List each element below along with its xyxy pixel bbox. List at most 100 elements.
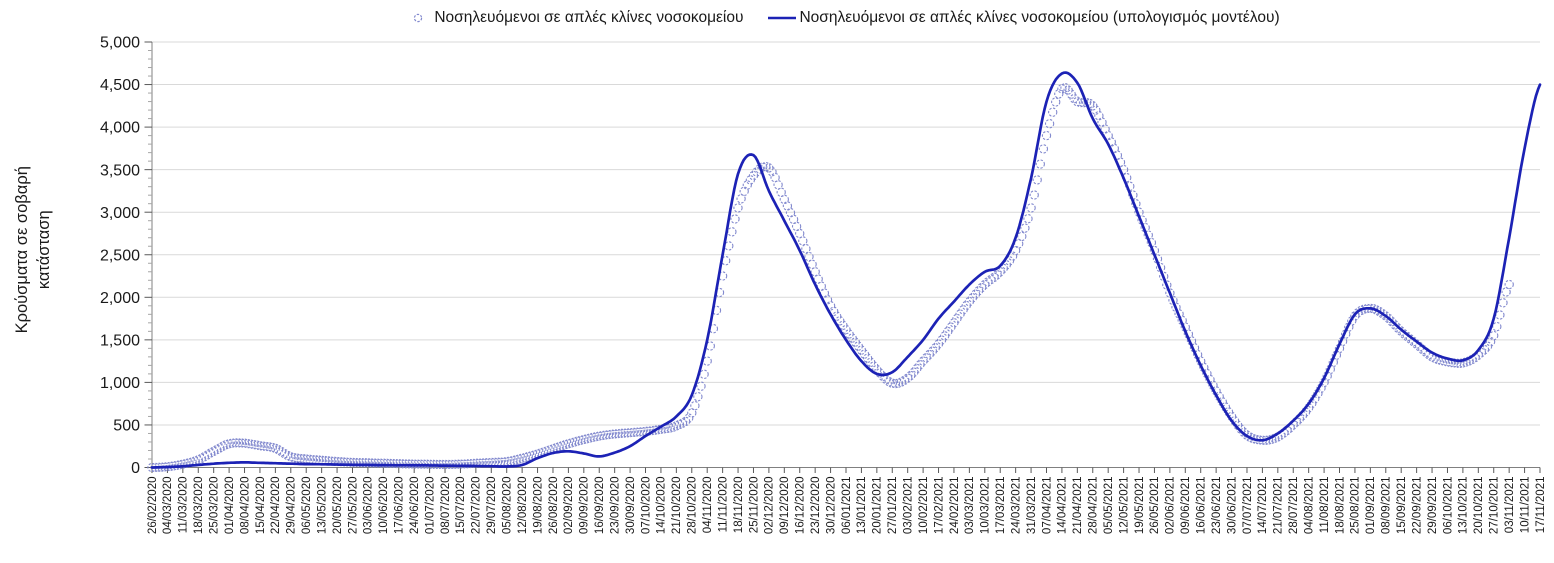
- observed-data-point: [1374, 307, 1385, 317]
- legend-item-model: Νοσηλευόμενοι σε απλές κλίνες νοσοκομείο…: [767, 9, 1280, 27]
- x-tick-label: 24/02/2021: [949, 477, 961, 535]
- x-tick-label: 02/09/2020: [563, 477, 575, 535]
- x-tick-label: 25/11/2020: [748, 477, 760, 534]
- observed-data-point: [199, 452, 210, 462]
- observed-data-point: [980, 279, 990, 290]
- observed-data-point: [662, 423, 672, 434]
- x-tick-label: 26/05/2021: [1149, 477, 1161, 535]
- x-tick-label: 13/05/2020: [316, 477, 328, 535]
- observed-data-point: [1048, 107, 1058, 117]
- observed-data-point: [227, 438, 237, 448]
- observed-scatter-series: [147, 83, 1514, 473]
- observed-data-point: [600, 430, 611, 440]
- observed-data-point: [1091, 105, 1101, 115]
- x-tick-label: 18/03/2020: [193, 477, 205, 535]
- observed-data-point: [1341, 329, 1351, 339]
- observed-data-point: [742, 180, 752, 190]
- observed-data-point: [1097, 117, 1107, 127]
- x-tick-label: 23/12/2020: [810, 477, 822, 535]
- legend-label-observed: Νοσηλευόμενοι σε απλές κλίνες νοσοκομείο…: [434, 9, 744, 26]
- observed-data-point: [940, 331, 950, 341]
- observed-data-point: [375, 458, 385, 468]
- observed-data-point: [776, 187, 786, 197]
- observed-data-point: [616, 428, 626, 438]
- observed-data-point: [242, 438, 253, 449]
- x-tick-label: 27/01/2021: [887, 477, 899, 535]
- observed-data-point: [554, 442, 564, 452]
- observed-data-point: [397, 459, 407, 469]
- x-tick-label: 15/09/2021: [1396, 477, 1408, 535]
- observed-data-point: [338, 457, 348, 467]
- x-tick-label: 29/04/2020: [286, 477, 298, 535]
- observed-data-point: [693, 392, 703, 402]
- x-tick-label: 01/07/2020: [424, 477, 436, 535]
- observed-data-point: [1331, 350, 1342, 360]
- observed-data-point: [702, 356, 712, 366]
- observed-data-point: [588, 432, 598, 442]
- x-tick-label: 05/05/2021: [1103, 477, 1115, 535]
- observed-data-point: [597, 430, 607, 441]
- observed-data-point: [1390, 320, 1400, 330]
- observed-data-point: [594, 431, 604, 441]
- observed-data-point: [946, 322, 956, 332]
- observed-data-point: [369, 458, 379, 468]
- x-tick-label: 08/04/2020: [239, 477, 251, 535]
- x-tick-label: 06/10/2021: [1442, 477, 1454, 535]
- observed-data-point: [403, 459, 413, 469]
- x-tick-label: 24/06/2020: [409, 477, 421, 535]
- observed-data-point: [1017, 231, 1027, 242]
- observed-data-point: [1328, 357, 1338, 367]
- x-tick-label: 06/01/2021: [841, 477, 853, 535]
- observed-data-point: [631, 427, 641, 437]
- x-tick-label: 26/02/2020: [147, 477, 159, 535]
- observed-data-point: [569, 437, 580, 447]
- x-tick-label: 30/06/2021: [1226, 477, 1238, 535]
- observed-data-point: [983, 277, 993, 287]
- observed-data-point: [276, 446, 287, 457]
- observed-data-point: [1072, 96, 1082, 107]
- x-tick-label: 23/06/2021: [1211, 477, 1223, 535]
- x-tick-label: 07/04/2021: [1041, 477, 1053, 535]
- x-tick-label: 11/03/2020: [178, 477, 190, 534]
- observed-data-point: [1356, 305, 1366, 316]
- observed-data-point: [239, 438, 250, 448]
- x-tick-label: 26/08/2020: [548, 477, 560, 535]
- y-tick-label: 3,000: [100, 205, 140, 222]
- x-tick-label: 02/06/2021: [1165, 477, 1177, 535]
- observed-data-point: [665, 423, 675, 433]
- observed-data-point: [606, 429, 617, 439]
- x-tick-label: 09/06/2021: [1180, 477, 1192, 535]
- observed-data-point: [949, 318, 959, 328]
- observed-data-point: [1337, 336, 1348, 347]
- x-tick-label: 06/05/2020: [301, 477, 313, 535]
- observed-data-point: [455, 459, 466, 469]
- observed-data-point: [690, 401, 700, 411]
- observed-data-point: [619, 428, 629, 438]
- y-tick-label: 1,000: [100, 375, 140, 392]
- observed-data-point: [514, 454, 524, 464]
- x-tick-label: 29/07/2020: [486, 476, 498, 534]
- observed-data-point: [1489, 330, 1499, 341]
- observed-data-point: [764, 163, 774, 173]
- observed-data-point: [671, 421, 682, 431]
- observed-data-point: [1075, 97, 1086, 108]
- observed-data-point: [906, 370, 916, 381]
- observed-data-point: [989, 272, 999, 282]
- y-axis-title-line1: Κρούσματα σε σοβαρή: [13, 166, 32, 334]
- observed-data-point: [341, 457, 351, 467]
- observed-data-point: [782, 201, 793, 211]
- x-tick-label: 27/05/2020: [347, 477, 359, 535]
- observed-data-point: [1041, 130, 1052, 141]
- x-tick-label: 24/03/2021: [1010, 477, 1022, 535]
- x-tick-label: 28/04/2021: [1088, 477, 1100, 535]
- observed-data-point: [1063, 85, 1073, 95]
- y-tick-label: 5,000: [100, 35, 140, 52]
- observed-data-point: [634, 427, 644, 437]
- y-tick-label: 2,000: [100, 290, 140, 307]
- observed-data-point: [754, 164, 765, 174]
- observed-data-point: [801, 244, 811, 254]
- x-tick-label: 16/09/2020: [594, 477, 606, 535]
- observed-data-point: [233, 438, 244, 448]
- observed-data-point: [696, 381, 706, 391]
- x-tick-label: 19/05/2021: [1134, 477, 1146, 535]
